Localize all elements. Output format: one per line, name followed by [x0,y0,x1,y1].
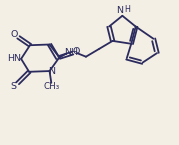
Text: H: H [124,5,130,14]
Text: O: O [11,30,18,39]
Text: O: O [73,47,80,56]
Text: S: S [11,82,17,91]
Text: CH₃: CH₃ [43,82,59,91]
Text: N: N [116,6,123,15]
Text: N: N [48,67,55,76]
Text: HN: HN [7,54,21,63]
Text: NH: NH [64,48,78,57]
